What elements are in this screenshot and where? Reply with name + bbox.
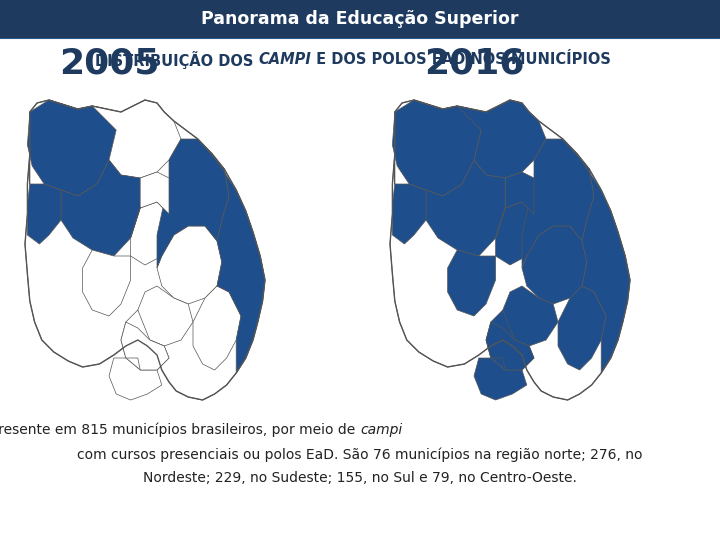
Polygon shape (83, 250, 130, 316)
Polygon shape (121, 322, 169, 370)
Polygon shape (27, 154, 61, 244)
Polygon shape (495, 202, 539, 265)
Polygon shape (558, 286, 606, 370)
Polygon shape (448, 250, 495, 316)
Text: Nordeste; 229, no Sudeste; 155, no Sul e 79, no Centro-Oeste.: Nordeste; 229, no Sudeste; 155, no Sul e… (143, 471, 577, 485)
Polygon shape (27, 100, 116, 196)
Bar (0, 0, 720, 38)
Polygon shape (121, 310, 169, 370)
Polygon shape (503, 286, 558, 346)
Polygon shape (390, 100, 630, 400)
Polygon shape (130, 202, 174, 265)
Text: 2005: 2005 (59, 46, 159, 80)
Polygon shape (457, 100, 546, 178)
Polygon shape (198, 139, 265, 373)
Polygon shape (495, 172, 534, 238)
Text: DISTRIBUIÇÃO DOS: DISTRIBUIÇÃO DOS (95, 51, 258, 69)
Polygon shape (486, 310, 534, 370)
Polygon shape (49, 100, 92, 109)
Polygon shape (486, 322, 534, 370)
Text: com cursos presenciais ou polos EaD. São 76 municípios na região norte; 276, no: com cursos presenciais ou polos EaD. São… (77, 448, 643, 462)
Polygon shape (92, 100, 181, 178)
Polygon shape (426, 160, 505, 256)
Text: E DOS POLOS EAD NOS MUNICÍPIOS: E DOS POLOS EAD NOS MUNICÍPIOS (311, 52, 611, 68)
Polygon shape (392, 100, 481, 196)
Text: 2016: 2016 (424, 46, 524, 80)
Polygon shape (522, 226, 587, 304)
Polygon shape (130, 172, 169, 238)
Polygon shape (392, 154, 426, 244)
Polygon shape (138, 286, 193, 346)
Text: Panorama da Educação Superior: Panorama da Educação Superior (202, 10, 518, 28)
Polygon shape (61, 160, 140, 256)
Polygon shape (522, 139, 594, 268)
Polygon shape (474, 358, 527, 400)
Polygon shape (109, 358, 162, 400)
Polygon shape (193, 286, 241, 370)
Polygon shape (157, 226, 222, 304)
Polygon shape (414, 100, 457, 109)
Text: A rede federal está presente em 815 municípios brasileiros, por meio de: A rede federal está presente em 815 muni… (0, 423, 360, 437)
Polygon shape (157, 139, 229, 268)
Text: CAMPI: CAMPI (258, 52, 311, 68)
Polygon shape (563, 139, 630, 373)
Polygon shape (25, 100, 265, 400)
Text: campi: campi (360, 423, 402, 437)
